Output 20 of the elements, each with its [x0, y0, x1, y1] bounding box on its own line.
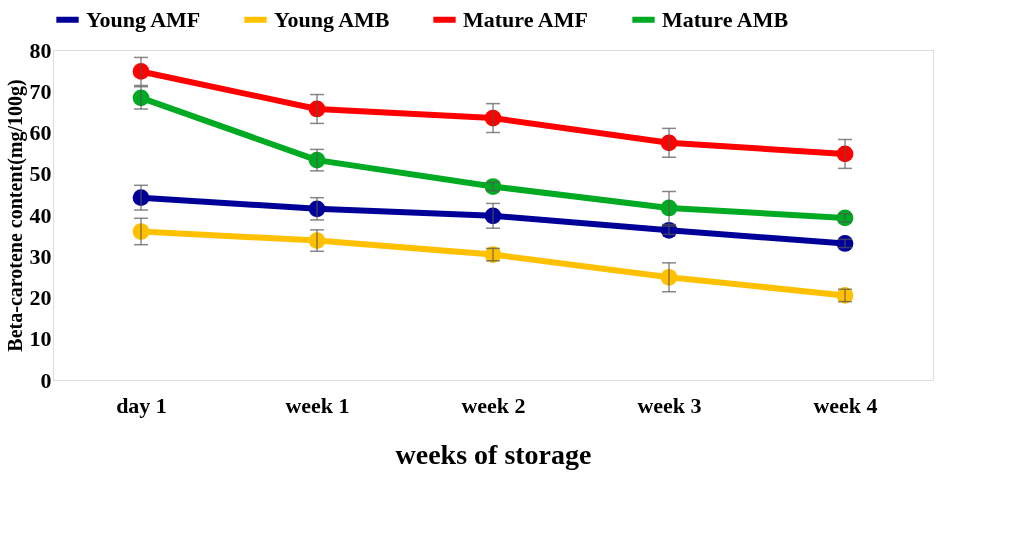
y-tick-label: 50: [29, 161, 52, 187]
legend-label: Mature AMB: [662, 6, 789, 32]
y-tick-label: 40: [29, 202, 52, 228]
x-tick-label: week 1: [285, 392, 350, 418]
legend-label: Mature AMF: [463, 6, 588, 32]
y-axis-title: Beta-carotene content(mg/100g): [3, 79, 27, 352]
y-tick-label: 30: [29, 243, 52, 269]
x-tick-label: week 4: [813, 392, 878, 418]
y-tick-label: 20: [29, 285, 52, 310]
y-tick-label: 70: [29, 78, 52, 104]
y-tick-label: 80: [29, 37, 52, 63]
y-tick-label: 60: [29, 120, 52, 145]
legend-label: Young AMB: [274, 6, 390, 32]
x-tick-label: week 3: [637, 392, 702, 418]
x-tick-label: day 1: [116, 392, 167, 418]
x-tick-label: week 2: [461, 392, 526, 418]
legend-label: Young AMF: [86, 6, 201, 32]
y-tick-label: 10: [29, 326, 52, 352]
y-tick-label: 0: [40, 367, 52, 393]
x-axis-title: weeks of storage: [395, 438, 592, 470]
